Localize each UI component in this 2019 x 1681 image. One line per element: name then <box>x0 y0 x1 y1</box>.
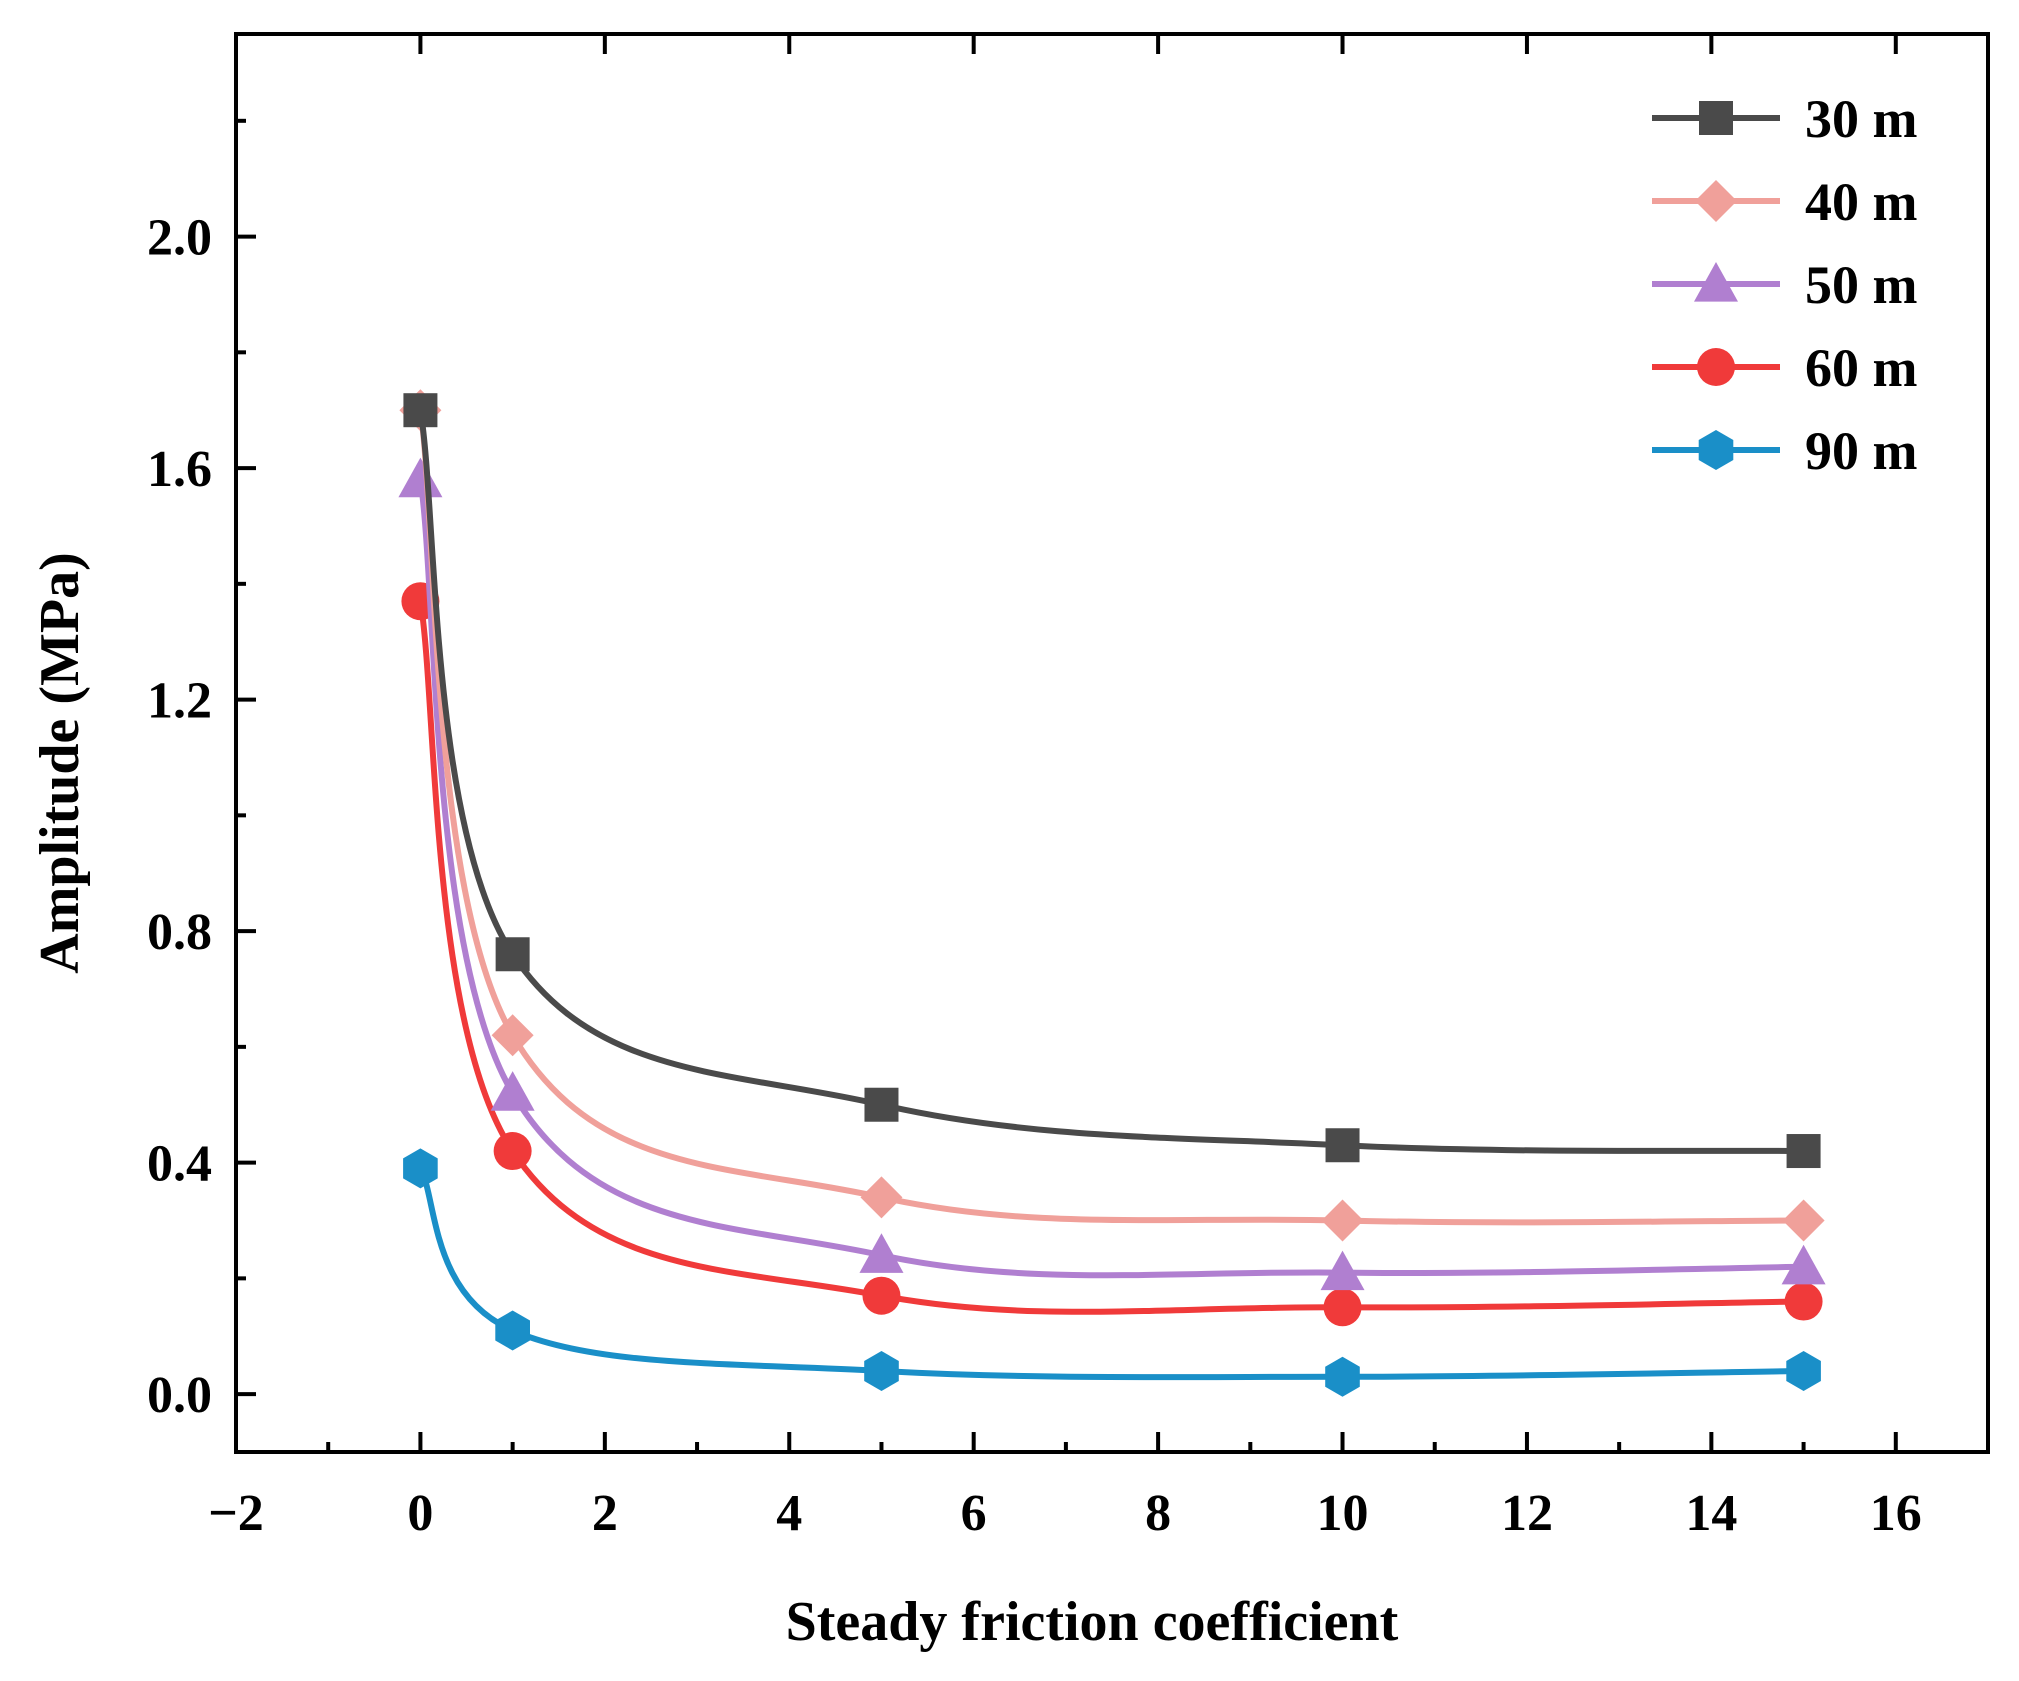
x-tick-label: 4 <box>776 1485 802 1542</box>
data-point-50m <box>398 457 443 498</box>
data-point-30m <box>403 393 438 428</box>
series-line-30m <box>417 409 1804 1155</box>
legend-marker-30m <box>1699 101 1733 135</box>
legend-label-40m: 40 m <box>1805 172 1918 232</box>
data-point-60m <box>862 1276 901 1315</box>
x-tick-label: 2 <box>592 1485 618 1542</box>
data-point-40m <box>491 1014 534 1057</box>
data-point-40m <box>860 1176 903 1219</box>
x-tick-label: 8 <box>1145 1485 1171 1542</box>
data-point-50m <box>490 1071 535 1111</box>
data-point-50m <box>1781 1244 1826 1285</box>
legend-marker-90m <box>1698 430 1734 470</box>
series-line-60m <box>417 600 1804 1315</box>
y-tick-label: 0.0 <box>147 1367 212 1424</box>
data-point-90m <box>403 1148 438 1189</box>
data-point-60m <box>1323 1288 1362 1327</box>
x-tick-label: 0 <box>407 1485 433 1542</box>
series-line-50m <box>417 479 1804 1279</box>
data-point-50m <box>1320 1250 1365 1291</box>
y-axis-title: Amplitude (MPa) <box>29 552 91 974</box>
y-tick-label: 2.0 <box>147 210 212 267</box>
x-tick-label: 14 <box>1685 1485 1737 1542</box>
data-point-30m <box>1325 1128 1360 1163</box>
series-line-40m <box>417 409 1804 1226</box>
y-tick-label: 1.6 <box>147 441 212 498</box>
data-point-60m <box>1784 1282 1823 1321</box>
x-axis-title: Steady friction coefficient <box>786 1591 1399 1653</box>
legend-label-30m: 30 m <box>1805 89 1918 149</box>
legend-marker-50m <box>1694 262 1738 302</box>
data-point-30m <box>864 1087 899 1122</box>
data-point-40m <box>1321 1199 1364 1242</box>
data-point-40m <box>1782 1199 1825 1242</box>
x-tick-label: 6 <box>961 1485 987 1542</box>
x-tick-label: 10 <box>1317 1485 1369 1542</box>
y-tick-label: 1.2 <box>147 673 212 730</box>
legend-label-60m: 60 m <box>1805 338 1918 398</box>
y-tick-label: 0.4 <box>147 1136 212 1193</box>
legend-label-50m: 50 m <box>1805 255 1918 315</box>
x-tick-label: 12 <box>1501 1485 1553 1542</box>
data-point-90m <box>1325 1356 1360 1397</box>
legend-label-90m: 90 m <box>1805 421 1918 481</box>
data-point-60m <box>493 1132 532 1171</box>
data-point-30m <box>1786 1134 1821 1169</box>
legend-marker-60m <box>1697 348 1735 386</box>
data-point-90m <box>864 1351 899 1391</box>
plot-frame <box>234 32 1990 1454</box>
series-line-90m <box>417 1166 1804 1381</box>
legend-marker-40m <box>1695 180 1737 222</box>
data-point-90m <box>1786 1351 1821 1391</box>
data-point-50m <box>859 1233 904 1273</box>
x-tick-label: −2 <box>208 1485 264 1542</box>
data-point-90m <box>495 1310 530 1351</box>
y-tick-label: 0.8 <box>147 904 212 961</box>
x-tick-label: 16 <box>1870 1485 1922 1542</box>
data-point-30m <box>495 937 530 972</box>
